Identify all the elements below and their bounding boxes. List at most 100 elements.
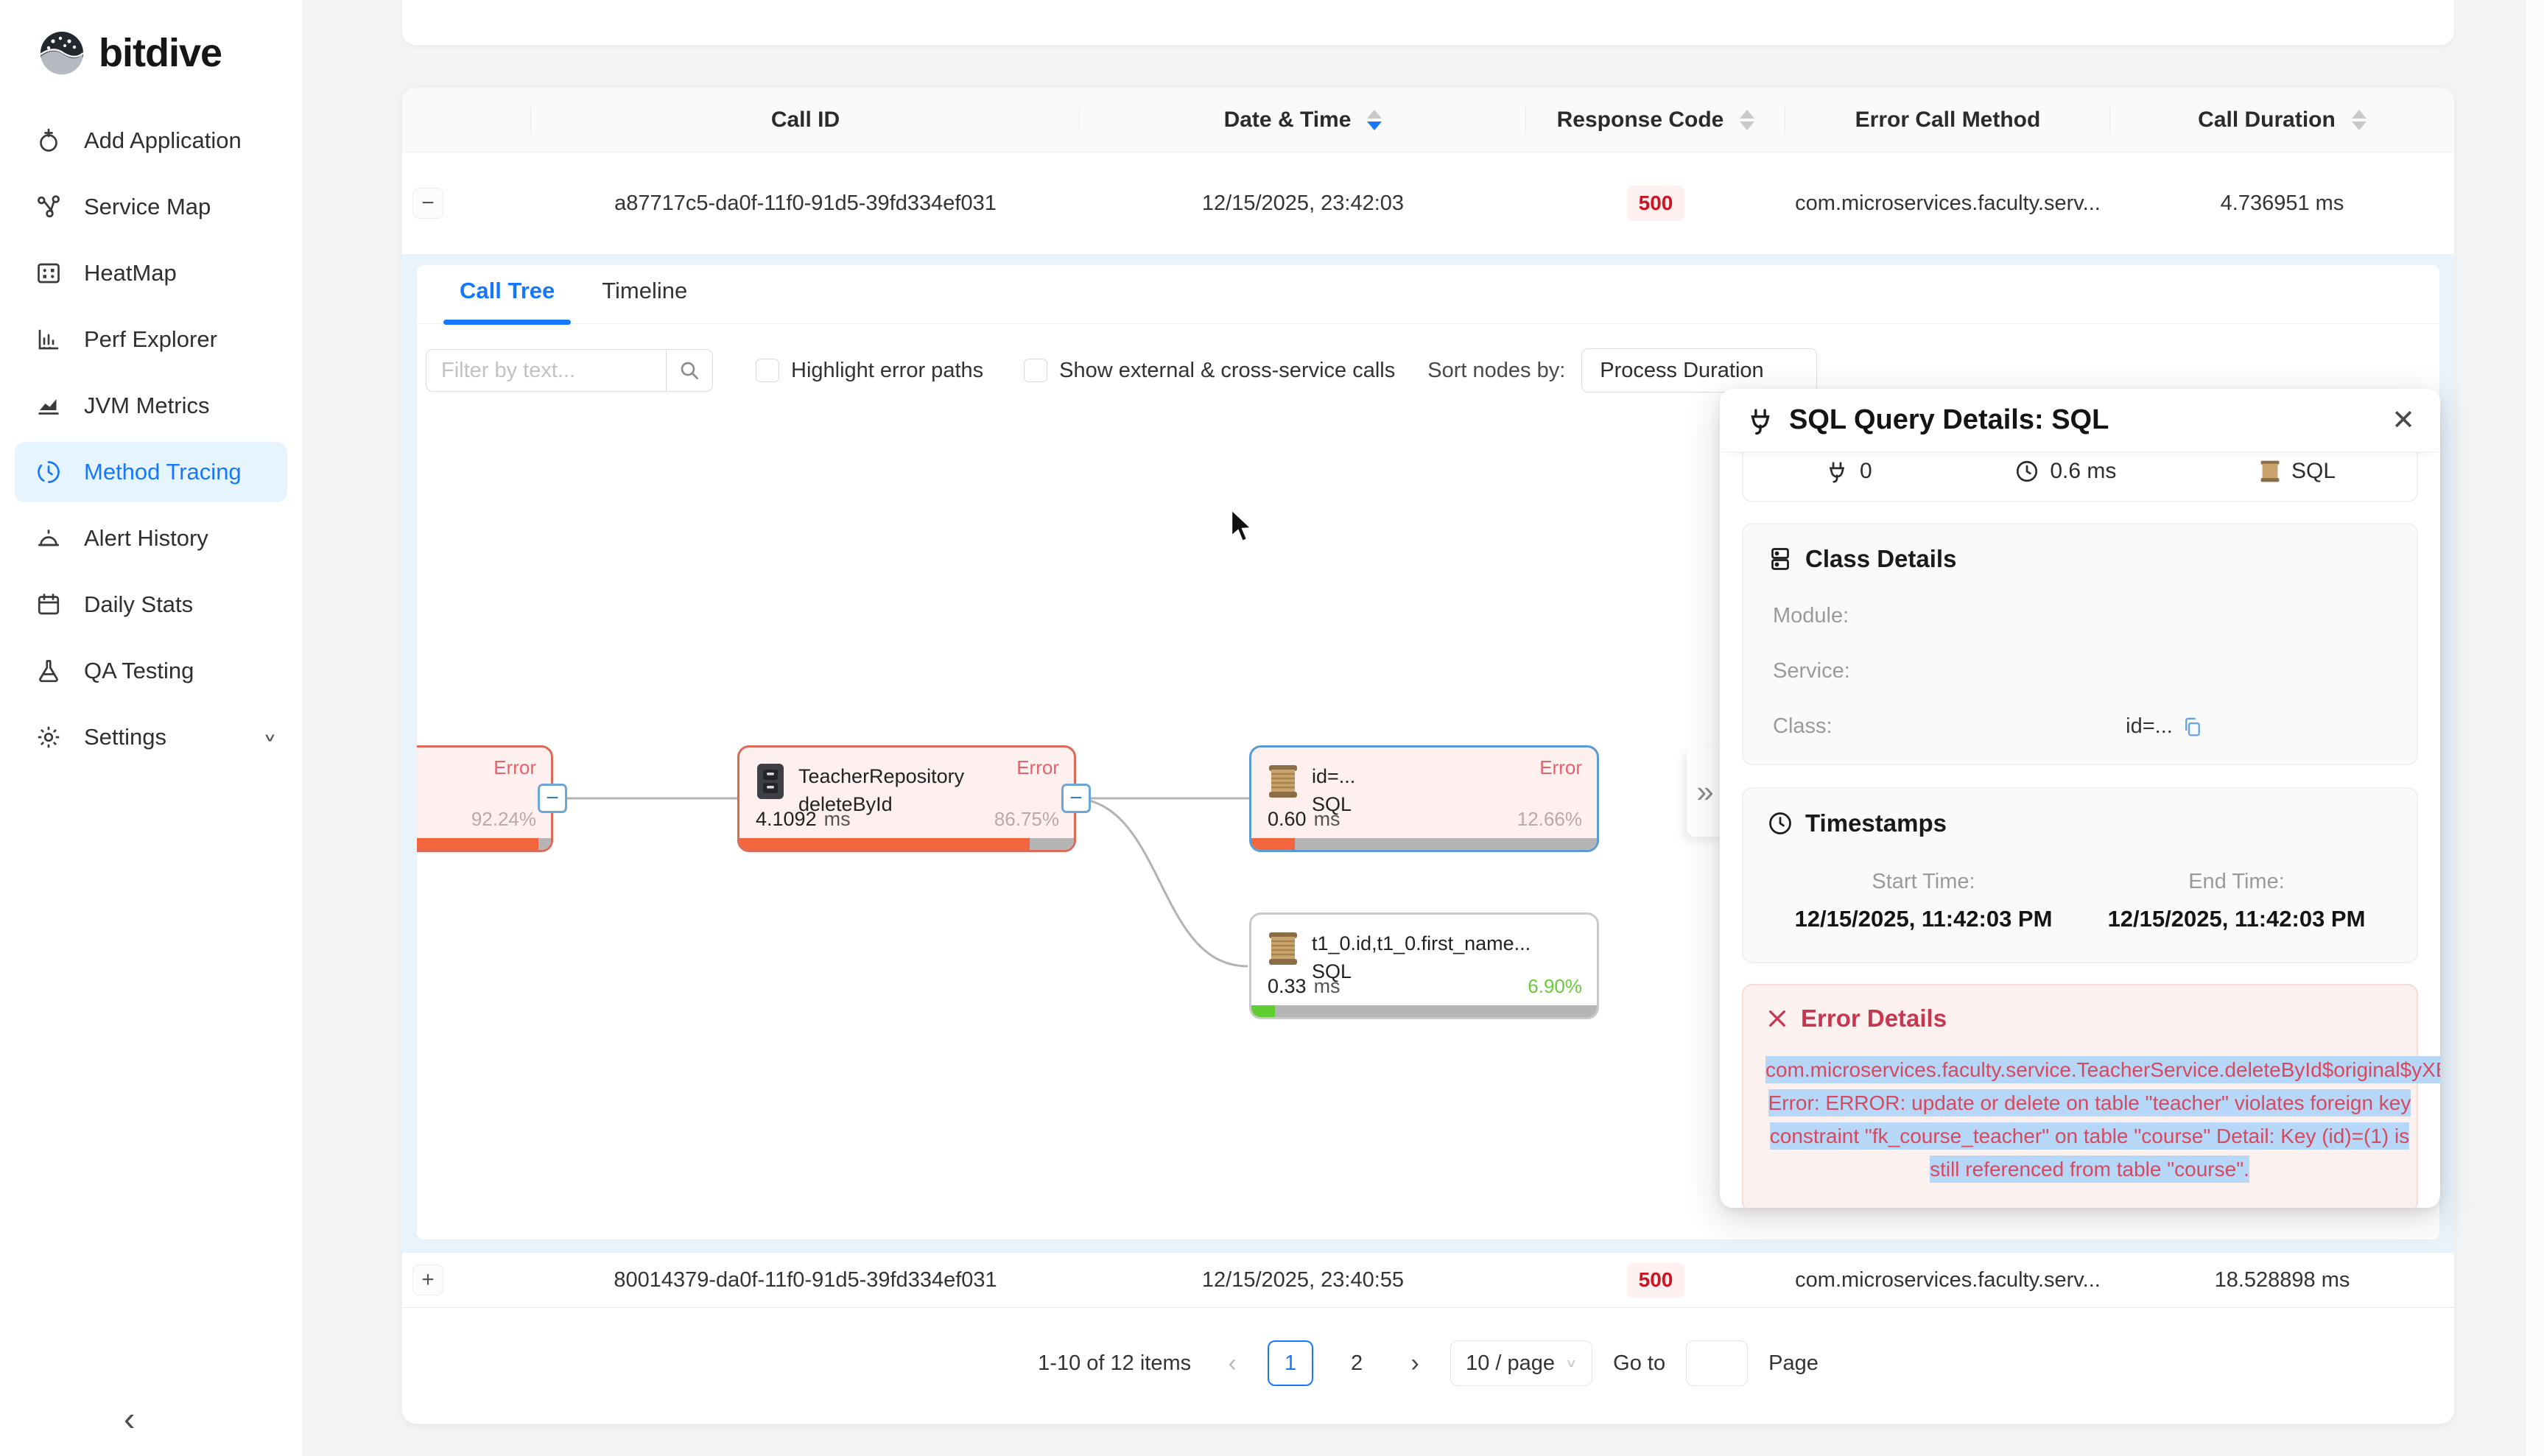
sidebar-item-label: Service Map [84,194,211,219]
cell-date-time: 12/15/2025, 23:40:55 [1201,1267,1405,1292]
checkbox-icon [756,359,779,382]
clock-icon [1767,810,1793,837]
duration-bar [1251,838,1296,850]
query-stats-card: 0 0.6 ms SQL [1742,452,2418,502]
column-header-response-code[interactable]: Response Code [1526,88,1785,152]
call-tree-node-root[interactable]: Error 92.24% [417,745,553,852]
call-tree-toolbar: Highlight error paths Show external & cr… [417,324,2439,417]
sidebar-collapse-button[interactable]: ‹ [124,1399,136,1438]
error-details-card: Error Details com.microservices.faculty.… [1742,984,2440,1208]
sidebar-item-qa-testing[interactable]: QA Testing [15,641,287,701]
node-percent: 12.66% [1517,808,1582,830]
node-percent: 86.75% [994,808,1059,830]
collapse-row-button[interactable]: − [412,188,443,219]
chevron-down-icon: ∨ [1565,1356,1578,1370]
node-title: id=... [1312,765,1356,787]
timestamps-card: Timestamps Start Time: 12/15/2025, 11:42… [1742,787,2418,963]
page-size-select[interactable]: 10 / page ∨ [1450,1340,1593,1386]
highlight-error-paths-checkbox[interactable]: Highlight error paths [756,359,983,383]
error-details-heading: Error Details [1801,1005,1947,1032]
page-scrollbar[interactable] [2525,0,2544,1456]
sidebar-item-label: HeatMap [84,260,177,286]
sort-icon-response-code[interactable] [1740,109,1755,130]
sidebar-item-label: Daily Stats [84,591,194,617]
panel-title: SQL Query Details: SQL [1789,404,2109,435]
search-button[interactable] [666,349,713,392]
daily-stats-icon [35,591,62,618]
cell-call-duration: 4.736951 ms [2220,191,2344,215]
alert-history-icon [35,525,62,552]
start-time: Start Time: 12/15/2025, 11:42:03 PM [1794,870,2053,932]
service-map-icon [35,194,62,220]
sidebar-item-method-tracing[interactable]: Method Tracing [15,442,287,502]
sql-spool-icon [1266,929,1300,968]
error-badge: Error [1539,756,1582,778]
sort-nodes-select[interactable]: Process Duration [1581,348,1818,393]
sidebar-menu: Add Application Service Map [0,110,302,767]
sidebar-item-label: Add Application [84,127,242,153]
chevron-down-icon: ∨ [262,730,277,744]
cell-date-time: 12/15/2025, 23:42:03 [1201,191,1405,215]
node-duration: 0.60 [1268,808,1307,830]
sidebar-item-label: Perf Explorer [84,326,217,352]
call-tree-node-sql-select[interactable]: t1_0.id,t1_0.first_name... SQL 0.33 ms 6.… [1249,912,1599,1019]
node-subtitle: SQL [1312,960,1352,982]
column-header-date-time[interactable]: Date & Time [1080,88,1526,152]
cell-call-id: a87717c5-da0f-11f0-91d5-39fd334ef031 [614,191,997,215]
sidebar-item-daily-stats[interactable]: Daily Stats [15,574,287,635]
pagination: 1-10 of 12 items ‹ 1 2 › 10 / page ∨ Go … [402,1319,2454,1407]
node-percent: 6.90% [1528,975,1582,997]
sql-spool-icon [2259,459,2281,484]
class-details-card: Class Details Module: Service: Class: id… [1742,523,2418,765]
node-title: t1_0.id,t1_0.first_name... [1312,932,1531,954]
close-icon[interactable]: ✕ [2392,405,2415,436]
collapse-node-button[interactable]: − [538,784,567,813]
add-application-icon [35,127,62,154]
pagination-page-2[interactable]: 2 [1351,1351,1363,1375]
sidebar-item-service-map[interactable]: Service Map [15,177,287,237]
call-tree-node-sql-delete[interactable]: id=... SQL Error 0.60 ms 12.66% [1249,745,1599,852]
tab-call-tree[interactable]: Call Tree [443,278,572,325]
expand-row-button[interactable]: + [412,1265,443,1295]
pagination-page-1[interactable]: 1 [1268,1340,1314,1386]
sort-icon-call-duration[interactable] [2351,109,2366,130]
show-external-calls-checkbox[interactable]: Show external & cross-service calls [1024,359,1395,383]
pagination-next-button[interactable]: › [1410,1348,1419,1377]
sidebar-item-settings[interactable]: Settings ∨ [15,707,287,767]
node-subtitle: deleteById [798,793,893,815]
call-tree-node-teacher-repository[interactable]: TeacherRepository deleteById Error 4.109… [737,745,1076,852]
column-header-call-id[interactable]: Call ID [531,88,1080,152]
pagination-prev-button[interactable]: ‹ [1228,1348,1237,1377]
copy-icon[interactable] [2182,716,2204,738]
column-header-error-call-method[interactable]: Error Call Method [1785,88,2110,152]
duration-bar [417,838,538,850]
call-tree-edges [553,797,1249,968]
cell-call-duration: 18.528898 ms [2214,1267,2350,1292]
goto-page-input[interactable] [1686,1340,1749,1386]
sort-icon-date-time[interactable] [1367,109,1382,130]
sidebar-item-perf-explorer[interactable]: Perf Explorer [15,309,287,370]
sidebar: bitdive Add Application Service Map [0,0,302,1456]
method-tracing-icon [35,459,62,485]
error-badge: Error [1016,756,1059,778]
repository-icon [754,762,787,801]
stat-duration: 0.6 ms [2014,459,2116,484]
filter-input[interactable] [426,349,666,392]
sidebar-item-add-application[interactable]: Add Application [15,110,287,171]
panel-body[interactable]: 0 0.6 ms SQL [1720,452,2440,1208]
tab-timeline[interactable]: Timeline [602,278,688,303]
error-message: com.microservices.faculty.service.Teache… [1765,1053,2440,1186]
table-row[interactable]: + 80014379-da0f-11f0-91d5-39fd334ef031 1… [402,1253,2454,1308]
node-title: TeacherRepository [798,765,965,787]
table-header: Call ID Date & Time Response Code Error … [402,88,2454,152]
node-duration: 0.33 [1268,975,1307,997]
panel-collapse-tab[interactable]: » [1687,747,1723,837]
sidebar-item-jvm-metrics[interactable]: JVM Metrics [15,376,287,436]
table-row[interactable]: − a87717c5-da0f-11f0-91d5-39fd334ef031 1… [402,152,2454,255]
call-tree-canvas[interactable]: Error 92.24% − [417,418,2439,1239]
plug-icon [1745,405,1776,436]
sidebar-item-heatmap[interactable]: HeatMap [15,243,287,303]
sidebar-item-alert-history[interactable]: Alert History [15,508,287,569]
column-header-call-duration[interactable]: Call Duration [2110,88,2454,152]
collapse-node-button[interactable]: − [1061,784,1091,813]
